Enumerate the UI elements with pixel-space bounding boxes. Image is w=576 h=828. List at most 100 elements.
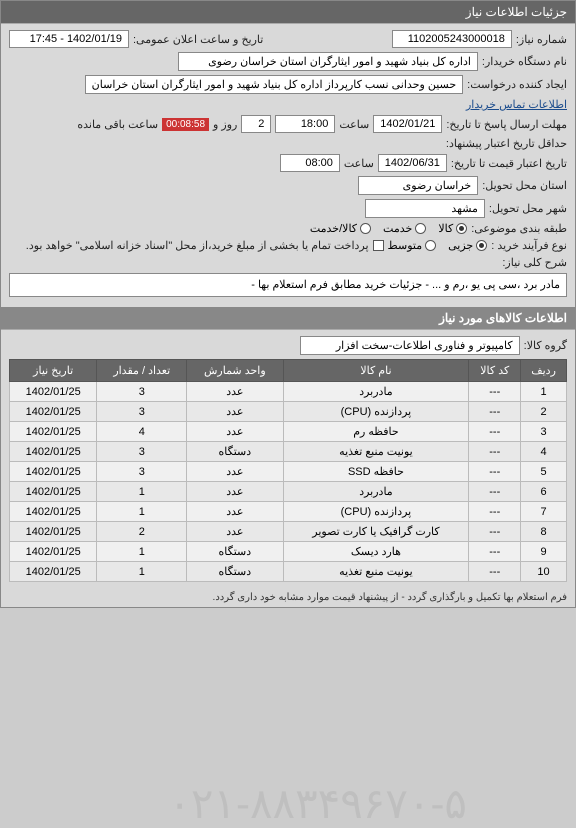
- table-cell: 1402/01/25: [10, 482, 97, 502]
- table-header-cell: تاریخ نیاز: [10, 360, 97, 382]
- goods-header: اطلاعات کالاهای مورد نیاز: [1, 307, 575, 329]
- table-cell: یونیت منبع تغذیه: [283, 562, 469, 582]
- announce-label: تاریخ و ساعت اعلان عمومی:: [133, 33, 263, 46]
- radio-medium-input[interactable]: [425, 240, 436, 251]
- info-section: شماره نیاز: 1102005243000018 تاریخ و ساع…: [1, 23, 575, 307]
- need-no-value: 1102005243000018: [392, 30, 512, 48]
- contact-link[interactable]: اطلاعات تماس خریدار: [466, 98, 567, 111]
- table-header-cell: تعداد / مقدار: [97, 360, 187, 382]
- table-cell: 1: [97, 502, 187, 522]
- table-cell: ---: [469, 382, 521, 402]
- table-cell: مادربرد: [283, 382, 469, 402]
- table-header-cell: واحد شمارش: [187, 360, 283, 382]
- province-value: خراسان رضوی: [358, 176, 478, 195]
- city-label: شهر محل تحویل:: [489, 202, 567, 215]
- table-cell: پردازنده (CPU): [283, 502, 469, 522]
- table-cell: ---: [469, 442, 521, 462]
- category-label: طبقه بندی موضوعی:: [471, 222, 567, 235]
- table-cell: 1402/01/25: [10, 382, 97, 402]
- creator-value: حسین وحدانی نسب کارپرداز اداره کل بنیاد …: [85, 75, 464, 94]
- table-cell: 1402/01/25: [10, 502, 97, 522]
- table-cell: کارت گرافیک یا کارت تصویر: [283, 522, 469, 542]
- group-label: گروه کالا:: [524, 339, 567, 352]
- time-label-2: ساعت: [344, 157, 374, 170]
- buyer-org-value: اداره کل بنیاد شهید و امور ایثارگران است…: [178, 52, 478, 71]
- deadline-time: 18:00: [275, 115, 335, 133]
- city-value: مشهد: [365, 199, 485, 218]
- table-cell: ---: [469, 502, 521, 522]
- payment-note: پرداخت تمام یا بخشی از مبلغ خرید،از محل …: [26, 239, 369, 252]
- deadline-label: حداقل تاریخ اعتبار پیشنهاد:: [446, 137, 567, 150]
- table-cell: 3: [97, 462, 187, 482]
- radio-goods[interactable]: کالا: [438, 222, 467, 235]
- table-row: 9---هارد دیسکدستگاه11402/01/25: [10, 542, 567, 562]
- table-header-row: ردیفکد کالانام کالاواحد شمارشتعداد / مقد…: [10, 360, 567, 382]
- table-cell: 1: [97, 482, 187, 502]
- radio-both[interactable]: کالا/خدمت: [310, 222, 371, 235]
- radio-service-input[interactable]: [415, 223, 426, 234]
- table-header-cell: کد کالا: [469, 360, 521, 382]
- table-cell: 3: [97, 382, 187, 402]
- table-cell: مادربرد: [283, 482, 469, 502]
- table-cell: 1402/01/25: [10, 462, 97, 482]
- table-cell: عدد: [187, 482, 283, 502]
- table-cell: هارد دیسک: [283, 542, 469, 562]
- table-cell: 1402/01/25: [10, 562, 97, 582]
- table-cell: 9: [521, 542, 567, 562]
- table-row: 1---مادربردعدد31402/01/25: [10, 382, 567, 402]
- table-cell: 3: [97, 402, 187, 422]
- table-cell: دستگاه: [187, 542, 283, 562]
- table-cell: ---: [469, 422, 521, 442]
- table-cell: عدد: [187, 382, 283, 402]
- table-cell: 7: [521, 502, 567, 522]
- table-row: 3---حافظه رمعدد41402/01/25: [10, 422, 567, 442]
- table-cell: عدد: [187, 462, 283, 482]
- desc-label: شرح کلی نیاز:: [502, 256, 567, 269]
- table-cell: ---: [469, 482, 521, 502]
- price-valid-time: 08:00: [280, 154, 340, 172]
- radio-partial[interactable]: جزیی: [448, 239, 487, 252]
- time-label-1: ساعت: [339, 118, 369, 131]
- table-container: ۰۲۱-۸۸۳۴۹۶۷۰-۵ ردیفکد کالانام کالاواحد ش…: [9, 359, 567, 582]
- purchase-type-label: نوع فرآیند خرید :: [491, 239, 567, 252]
- category-radio-group: کالا خدمت کالا/خدمت: [310, 222, 467, 235]
- radio-goods-input[interactable]: [456, 223, 467, 234]
- goods-section: گروه کالا: کامپیوتر و فناوری اطلاعات-سخت…: [1, 329, 575, 588]
- table-cell: 4: [521, 442, 567, 462]
- table-cell: دستگاه: [187, 442, 283, 462]
- table-cell: 1402/01/25: [10, 542, 97, 562]
- radio-service-label: خدمت: [383, 222, 412, 235]
- table-cell: 8: [521, 522, 567, 542]
- table-cell: 5: [521, 462, 567, 482]
- table-cell: دستگاه: [187, 562, 283, 582]
- table-cell: 2: [521, 402, 567, 422]
- radio-medium[interactable]: متوسط: [388, 239, 437, 252]
- price-valid-date: 1402/06/31: [378, 154, 447, 172]
- radio-service[interactable]: خدمت: [383, 222, 426, 235]
- group-value: کامپیوتر و فناوری اطلاعات-سخت افزار: [300, 336, 520, 355]
- table-cell: 2: [97, 522, 187, 542]
- table-row: 6---مادربردعدد11402/01/25: [10, 482, 567, 502]
- table-cell: 6: [521, 482, 567, 502]
- need-no-label: شماره نیاز:: [516, 33, 567, 46]
- announce-value: 1402/01/19 - 17:45: [9, 30, 129, 48]
- payment-checkbox[interactable]: [373, 240, 384, 251]
- creator-label: ایجاد کننده درخواست:: [467, 78, 567, 91]
- radio-both-input[interactable]: [360, 223, 371, 234]
- footer-note: فرم استعلام بها تکمیل و بارگذاری گردد - …: [1, 588, 575, 607]
- table-cell: عدد: [187, 522, 283, 542]
- table-row: 8---کارت گرافیک یا کارت تصویرعدد21402/01…: [10, 522, 567, 542]
- table-cell: 1: [521, 382, 567, 402]
- table-cell: حافظه رم: [283, 422, 469, 442]
- table-cell: 1: [97, 542, 187, 562]
- table-cell: 1402/01/25: [10, 522, 97, 542]
- remain-label: ساعت باقی مانده: [77, 118, 158, 131]
- table-cell: 3: [97, 442, 187, 462]
- table-cell: ---: [469, 462, 521, 482]
- table-cell: 4: [97, 422, 187, 442]
- purchase-type-group: جزیی متوسط: [388, 239, 488, 252]
- table-cell: عدد: [187, 402, 283, 422]
- radio-partial-input[interactable]: [476, 240, 487, 251]
- table-cell: یونیت منبع تغذیه: [283, 442, 469, 462]
- table-row: 2---پردازنده (CPU)عدد31402/01/25: [10, 402, 567, 422]
